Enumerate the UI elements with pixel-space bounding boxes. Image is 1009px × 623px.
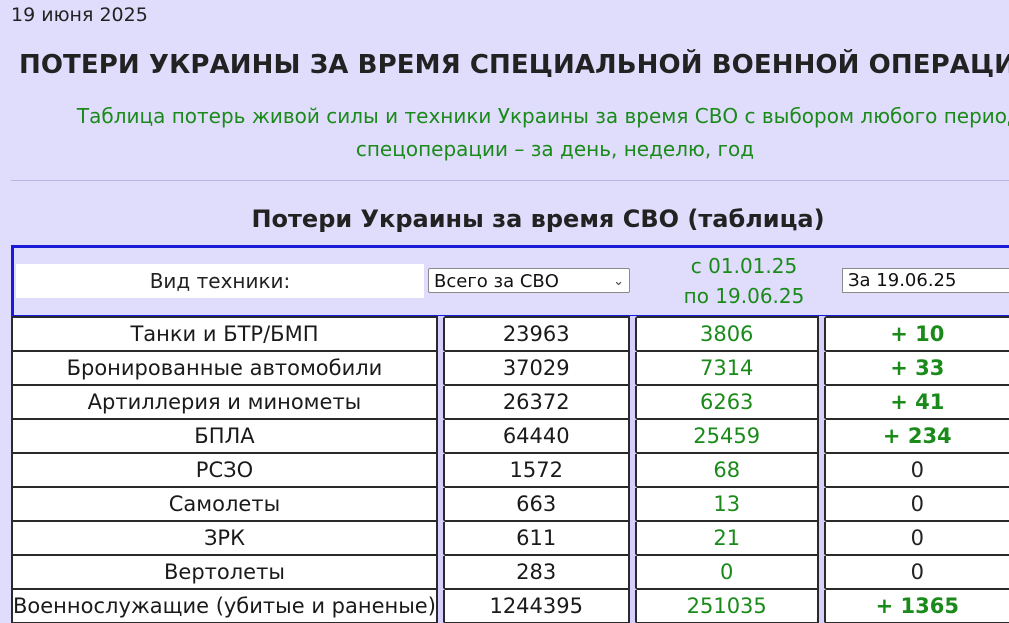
column-separator [818,420,826,454]
column-separator [437,556,445,590]
row-day: + 234 [825,420,1009,454]
period-range: с 01.01.25 по 19.06.25 [644,251,844,311]
page-subtitle: Таблица потерь живой силы и техники Укра… [0,100,1009,166]
row-period: 3806 [636,316,819,352]
row-day: + 41 [825,386,1009,420]
row-name: Самолеты [11,488,438,522]
column-separator [629,420,637,454]
day-date-input[interactable]: За 19.06.25 [842,268,1009,293]
subtitle-line-2: спецоперации – за день, неделю, год [355,137,755,161]
table-row: Бронированные автомобили 37029 7314 + 33 [11,352,1009,386]
column-separator [629,488,637,522]
row-period: 251035 [636,590,819,623]
column-separator [818,488,826,522]
row-total: 663 [444,488,630,522]
column-separator [818,316,826,352]
column-separator [629,522,637,556]
page-date: 19 июня 2025 [11,4,148,26]
row-name: ЗРК [11,522,438,556]
row-day: 0 [825,556,1009,590]
column-separator [437,488,445,522]
row-total: 283 [444,556,630,590]
row-total: 1572 [444,454,630,488]
row-name: РСЗО [11,454,438,488]
table-row: Самолеты 663 13 0 [11,488,1009,522]
table-row: Вертолеты 283 0 0 [11,556,1009,590]
equipment-type-label-text: Вид техники: [149,269,291,293]
row-day: 0 [825,488,1009,522]
table-row: Военнослужащие (убитые и раненые) 1244395… [11,590,1009,623]
chevron-down-icon: ⌄ [613,274,624,289]
row-name: БПЛА [11,420,438,454]
day-date-input-value: За 19.06.25 [848,270,957,291]
row-day: 0 [825,522,1009,556]
row-name: Артиллерия и минометы [11,386,438,420]
filter-controls: Вид техники: Всего за СВО ⌄ с 01.01.25 п… [11,245,1009,318]
column-separator [629,316,637,352]
column-separator [629,590,637,623]
row-total: 64440 [444,420,630,454]
table-row: РСЗО 1572 68 0 [11,454,1009,488]
row-day: + 1365 [825,590,1009,623]
column-separator [437,454,445,488]
row-total: 23963 [444,316,630,352]
subtitle-line-1: Таблица потерь живой силы и техники Укра… [76,104,1009,128]
table-row: ЗРК 611 21 0 [11,522,1009,556]
column-separator [818,352,826,386]
column-separator [437,352,445,386]
row-name: Военнослужащие (убитые и раненые) [11,590,438,623]
row-total: 611 [444,522,630,556]
row-period: 25459 [636,420,819,454]
column-separator [818,590,826,623]
column-separator [629,386,637,420]
row-total: 37029 [444,352,630,386]
divider [11,180,1009,181]
column-separator [818,454,826,488]
equipment-type-label: Вид техники: [16,264,424,298]
row-day: + 10 [825,316,1009,352]
losses-table: Танки и БТР/БМП 23963 3806 + 10 Бронированны… [11,316,1009,623]
column-separator [818,556,826,590]
row-total: 1244395 [444,590,630,623]
table-row: Танки и БТР/БМП 23963 3806 + 10 [11,316,1009,352]
row-period: 13 [636,488,819,522]
row-total: 26372 [444,386,630,420]
row-period: 21 [636,522,819,556]
column-separator [629,556,637,590]
row-name: Вертолеты [11,556,438,590]
column-separator [437,420,445,454]
column-separator [437,522,445,556]
table-row: БПЛА 64440 25459 + 234 [11,420,1009,454]
column-separator [629,454,637,488]
row-period: 7314 [636,352,819,386]
row-day: + 33 [825,352,1009,386]
row-day: 0 [825,454,1009,488]
column-separator [818,386,826,420]
period-start: с 01.01.25 [690,254,798,278]
column-separator [437,590,445,623]
column-separator [437,316,445,352]
column-separator [629,352,637,386]
page-headline: ПОТЕРИ УКРАИНЫ ЗА ВРЕМЯ СПЕЦИАЛЬНОЙ ВОЕН… [19,50,1009,80]
row-period: 6263 [636,386,819,420]
range-select-value: Всего за СВО [434,271,559,292]
row-period: 0 [636,556,819,590]
table-row: Артиллерия и минометы 26372 6263 + 41 [11,386,1009,420]
row-name: Бронированные автомобили [11,352,438,386]
row-name: Танки и БТР/БМП [11,316,438,352]
period-end: по 19.06.25 [683,284,805,308]
row-period: 68 [636,454,819,488]
range-select[interactable]: Всего за СВО ⌄ [428,268,630,293]
column-separator [818,522,826,556]
column-separator [437,386,445,420]
table-title: Потери Украины за время СВО (таблица) [251,205,825,233]
